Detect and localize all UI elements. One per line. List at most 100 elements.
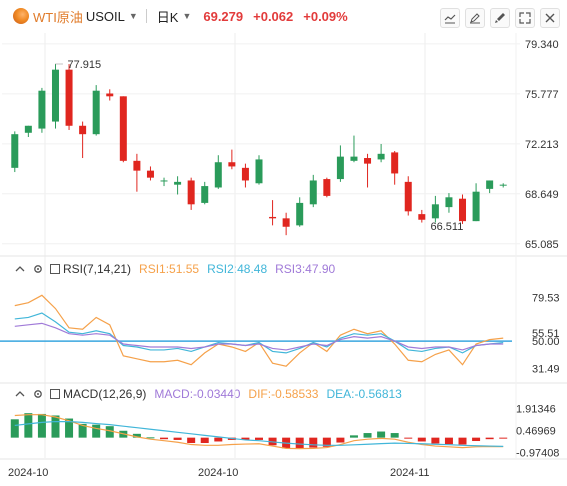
rsi-axis-tick-label: 55.51: [532, 328, 560, 340]
price-axis-tick-label: 79.340: [525, 39, 559, 51]
price-change: +0.062: [253, 8, 294, 24]
header-divider: [145, 9, 147, 23]
candle-body: [133, 160, 141, 171]
macd-axis-tick-label: 0.46969: [516, 425, 556, 437]
dif-value: DIF:-0.58533: [248, 387, 319, 401]
dea-line: [14, 420, 504, 447]
rsi2-value: RSI2:48.48: [207, 262, 268, 276]
macd-histogram-bar: [390, 433, 399, 438]
instrument-name: WTI原油: [33, 9, 83, 25]
period-dropdown-chevron-icon[interactable]: ▼: [182, 11, 192, 21]
price-axis-tick-label: 68.649: [525, 189, 559, 201]
macd-histogram-bar: [78, 423, 87, 438]
candle-body: [364, 158, 372, 164]
macd-histogram-bar: [132, 433, 141, 438]
macd-histogram-bar: [485, 437, 494, 440]
candle-body: [282, 218, 290, 227]
macd-histogram-bar: [404, 437, 413, 439]
candle-body: [255, 159, 263, 184]
macd-histogram-bar: [24, 413, 33, 438]
macd-histogram-bar: [349, 435, 358, 438]
macd-histogram-bar: [241, 437, 250, 440]
candle-body: [51, 69, 59, 122]
macd-value: MACD:-0.03440: [154, 387, 241, 401]
candle-body: [92, 90, 100, 135]
candle-body: [350, 156, 358, 161]
candle-body: [445, 197, 453, 208]
macd-panel-header: MACD(12,26,9) MACD:-0.03440 DIF:-0.58533…: [0, 385, 402, 403]
macd-histogram-bar: [146, 437, 155, 439]
candle-body: [499, 184, 507, 186]
indicator-checkbox[interactable]: [50, 264, 60, 274]
date-axis-tick-label: 2024-11: [390, 467, 430, 479]
candle-body: [174, 181, 182, 185]
macd-histogram-bar: [322, 437, 331, 447]
dea-value: DEA:-0.56813: [326, 387, 402, 401]
macd-histogram-bar: [160, 437, 169, 440]
instrument-logo-icon: [13, 8, 29, 24]
macd-histogram-bar: [336, 437, 345, 443]
candle-body: [241, 167, 249, 181]
settings-gear-icon[interactable]: [32, 388, 44, 400]
rsi-axis-tick-label: 79.53: [532, 292, 560, 304]
candle-body: [24, 125, 32, 133]
macd-histogram-bar: [105, 426, 114, 438]
rsi-axis-tick-label: 31.49: [532, 363, 560, 375]
candle-body: [38, 90, 46, 129]
last-price: 69.279: [203, 8, 244, 24]
brush-icon[interactable]: [490, 8, 510, 28]
indicator-checkbox[interactable]: [50, 389, 60, 399]
macd-histogram-bar: [187, 437, 196, 443]
rsi1-value: RSI1:51.55: [139, 262, 200, 276]
macd-histogram-bar: [444, 437, 453, 445]
candle-body: [106, 93, 114, 97]
collapse-panel-icon[interactable]: [14, 263, 26, 275]
candle-body: [269, 216, 277, 219]
candle-body: [459, 198, 467, 222]
candle-body: [79, 125, 87, 135]
candle-body: [160, 180, 168, 182]
expand-icon[interactable]: [515, 8, 535, 28]
macd-histogram-bar: [309, 437, 318, 448]
macd-histogram-bar: [10, 419, 19, 438]
rsi-indicator-name: RSI(7,14,21): [63, 262, 132, 276]
candle-body: [336, 156, 344, 180]
macd-histogram-bar: [377, 431, 386, 438]
candle-body: [214, 162, 222, 188]
macd-histogram-bar: [295, 437, 304, 449]
pencil-icon[interactable]: [465, 8, 485, 28]
dif-line: [14, 414, 504, 450]
macd-histogram-bar: [37, 413, 46, 438]
candle-body: [119, 96, 127, 161]
candle-body: [228, 162, 236, 167]
close-icon[interactable]: [540, 8, 560, 28]
instrument-header: WTI原油 USOIL ▼ 日K ▼ 69.279 +0.062 +0.09%: [0, 0, 567, 32]
macd-histogram-bar: [51, 415, 60, 438]
macd-histogram-bar: [499, 437, 508, 439]
candle-body: [486, 180, 494, 189]
draw-line-icon[interactable]: [440, 8, 460, 28]
date-axis-tick-label: 2024-10: [8, 467, 48, 479]
rsi3-value: RSI3:47.90: [275, 262, 336, 276]
candle-body: [472, 191, 480, 222]
period-selector[interactable]: 日K: [156, 9, 179, 25]
instrument-code: USOIL: [85, 8, 125, 24]
candle-body: [296, 202, 304, 226]
macd-histogram-bar: [431, 437, 440, 444]
settings-gear-icon[interactable]: [32, 263, 44, 275]
candle-body: [187, 180, 195, 205]
macd-histogram-bar: [200, 437, 209, 443]
candle-body: [323, 179, 331, 196]
macd-axis-tick-label: -0.97408: [516, 448, 559, 460]
rsi-axis-tick-label: 50.00: [532, 336, 560, 348]
period-high-label: 77.915: [67, 59, 101, 71]
macd-histogram-bar: [214, 437, 223, 442]
candle-body: [431, 204, 439, 219]
macd-histogram-bar: [92, 424, 101, 438]
macd-histogram-bar: [472, 437, 481, 442]
macd-histogram-bar: [363, 433, 372, 438]
macd-histogram-bar: [417, 437, 426, 442]
collapse-panel-icon[interactable]: [14, 388, 26, 400]
instrument-dropdown-chevron-icon[interactable]: ▼: [128, 11, 138, 21]
